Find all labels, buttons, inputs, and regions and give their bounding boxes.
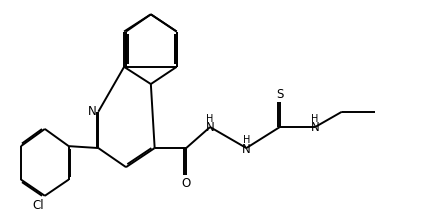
Text: S: S [276, 88, 283, 101]
Text: H: H [311, 114, 319, 124]
Text: N: N [242, 142, 251, 155]
Text: N: N [311, 121, 319, 134]
Text: N: N [206, 121, 214, 134]
Text: Cl: Cl [32, 199, 44, 212]
Text: H: H [206, 114, 214, 124]
Text: O: O [181, 177, 191, 190]
Text: H: H [243, 135, 250, 145]
Text: N: N [88, 105, 96, 118]
